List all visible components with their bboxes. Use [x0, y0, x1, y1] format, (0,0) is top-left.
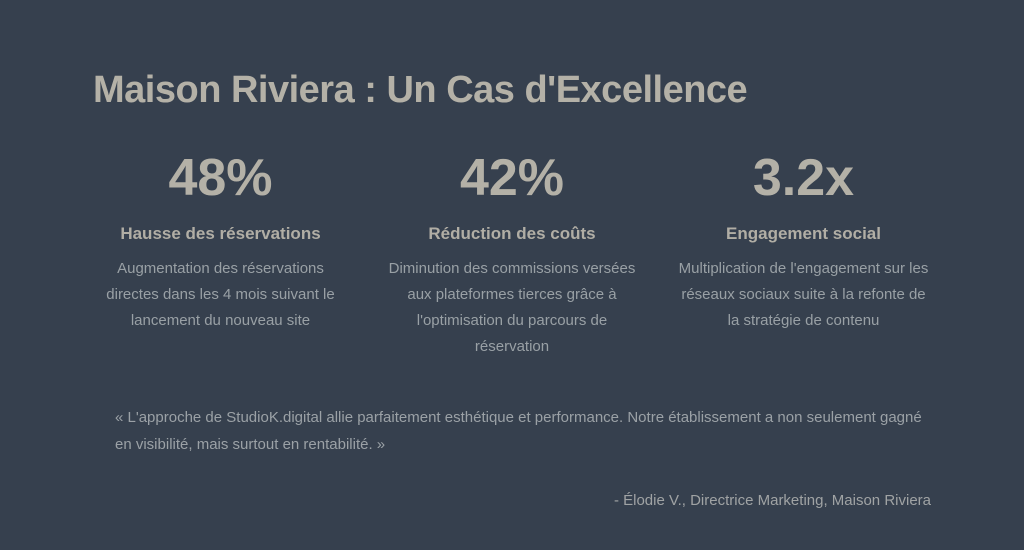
page-title: Maison Riviera : Un Cas d'Excellence	[93, 69, 748, 111]
stat-value-reservations: 48%	[168, 148, 273, 207]
slide-content: Maison Riviera : Un Cas d'Excellence 48%…	[93, 0, 931, 511]
stat-label-reservations: Hausse des réservations	[120, 223, 321, 243]
stat-description-costs: Diminution des commissions versées aux p…	[388, 260, 636, 355]
stat-description-reservations: Augmentation des réservations directes d…	[106, 260, 335, 330]
stat-label-costs: Réduction des coûts	[428, 223, 596, 243]
stat-value-engagement: 3.2x	[752, 148, 855, 207]
stat-card-reservations: 48% Hausse des réservations Augmentation…	[93, 152, 348, 360]
stat-card-engagement: 3.2x Engagement social Multiplication de…	[676, 152, 931, 360]
stat-description-engagement: Multiplication de l'engagement sur les r…	[678, 260, 929, 330]
testimonial-attribution: - Élodie V., Directrice Marketing, Maiso…	[613, 491, 931, 509]
testimonial-quote-text: « L'approche de StudioK.digital allie pa…	[115, 408, 922, 453]
stat-value-costs: 42%	[459, 148, 565, 207]
testimonial-quote-block: « L'approche de StudioK.digital allie pa…	[93, 404, 931, 458]
stat-card-costs: 42% Réduction des coûts Diminution des c…	[385, 152, 640, 360]
stat-label-engagement: Engagement social	[726, 223, 881, 243]
stats-row: 48% Hausse des réservations Augmentation…	[93, 152, 931, 360]
